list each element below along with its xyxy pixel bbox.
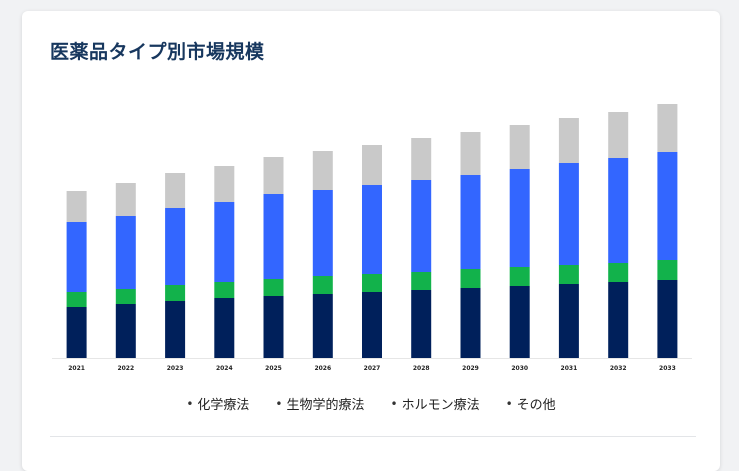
x-tick-label: 2033: [659, 365, 676, 372]
legend-label: 生物学的療法: [286, 398, 365, 413]
bar-segment-2027-4[interactable]: [362, 145, 382, 185]
x-tick-label: 2021: [68, 365, 85, 372]
x-tick-label: 2023: [167, 365, 184, 372]
bar-segment-2033-1[interactable]: [657, 280, 678, 358]
bar-segment-2026-2[interactable]: [312, 276, 333, 294]
bar-segment-2031-3[interactable]: [558, 163, 579, 265]
bar-segment-2021-2[interactable]: [66, 292, 87, 307]
x-tick-label: 2022: [117, 365, 134, 372]
stacked-bar-chart: 2021 2022 2023 2024 2025 2026 2027 2028 2029 2030…: [52, 104, 692, 372]
legend-bullet: •: [186, 396, 194, 411]
bar-segment-2028-3[interactable]: [411, 180, 432, 272]
bar-segment-2033-4[interactable]: [657, 104, 678, 152]
x-tick-label: 2032: [610, 365, 627, 372]
bar-segment-2024-3[interactable]: [214, 202, 235, 282]
bar-segment-2032-4[interactable]: [608, 112, 629, 158]
bar-segment-2025-2[interactable]: [263, 279, 284, 296]
x-tick-label: 2025: [265, 365, 282, 372]
bar-segment-2024-4[interactable]: [214, 166, 235, 202]
bar-segment-2021-4[interactable]: [66, 191, 87, 222]
bar-segment-2021-3[interactable]: [66, 222, 87, 292]
bar-segment-2021-1[interactable]: [66, 307, 87, 358]
bar-segment-2031-2[interactable]: [558, 265, 579, 284]
x-tick-label: 2024: [216, 365, 233, 372]
bar-segment-2029-3[interactable]: [460, 175, 481, 269]
bar-segment-2033-2[interactable]: [657, 260, 678, 280]
bar-segment-2027-3[interactable]: [362, 185, 382, 274]
chart-legend: • 化学療法 • 生物学的療法 • ホルモン療法 • その他: [22, 394, 720, 414]
bar-segment-2025-4[interactable]: [263, 157, 284, 194]
bar-segment-2032-3[interactable]: [608, 158, 629, 263]
bar-segment-2025-3[interactable]: [263, 194, 284, 279]
bar-segment-2030-2[interactable]: [509, 267, 530, 286]
x-tick-label: 2026: [314, 365, 331, 372]
bar-segment-2022-1[interactable]: [115, 304, 136, 358]
bar-segment-2032-2[interactable]: [608, 263, 629, 282]
x-tick-label: 2030: [511, 365, 528, 372]
bottom-divider: [50, 436, 696, 437]
bar-segment-2028-4[interactable]: [411, 138, 432, 180]
bar-segment-2026-1[interactable]: [312, 294, 333, 358]
bar-segment-2023-3[interactable]: [165, 208, 186, 285]
bar-segment-2028-2[interactable]: [411, 272, 432, 290]
legend-label: 化学療法: [197, 398, 250, 413]
bar-segment-2028-1[interactable]: [411, 290, 432, 358]
bar-segment-2033-3[interactable]: [657, 152, 678, 260]
legend-bullet: •: [390, 396, 398, 411]
legend-label: ホルモン療法: [401, 398, 480, 413]
legend-bullet: •: [505, 396, 513, 411]
bar-segment-2023-4[interactable]: [165, 173, 186, 208]
x-tick-label: 2028: [413, 365, 430, 372]
bar-segment-2024-1[interactable]: [214, 298, 235, 358]
bar-segment-2027-2[interactable]: [362, 274, 382, 292]
bar-segment-2029-2[interactable]: [460, 269, 481, 288]
bar-segment-2029-1[interactable]: [460, 288, 481, 358]
bar-segment-2025-1[interactable]: [263, 296, 284, 358]
chart-title: 医薬品タイプ別市場規模: [50, 41, 265, 63]
bar-segment-2029-4[interactable]: [460, 132, 481, 175]
legend-label: その他: [516, 398, 556, 413]
legend-bullet: •: [275, 396, 283, 411]
bar-segment-2023-1[interactable]: [165, 301, 186, 358]
x-tick-label: 2031: [561, 365, 578, 372]
x-tick-label: 2027: [364, 365, 381, 372]
legend-item-chemotherapy[interactable]: • 化学療法: [186, 394, 250, 414]
bar-segment-2031-4[interactable]: [558, 118, 579, 163]
bar-segment-2022-3[interactable]: [115, 216, 136, 289]
bar-segment-2027-1[interactable]: [362, 292, 382, 358]
bar-segment-2022-2[interactable]: [115, 289, 136, 304]
bar-segment-2026-4[interactable]: [312, 151, 333, 190]
bar-segment-2031-1[interactable]: [558, 284, 579, 358]
bar-segment-2024-2[interactable]: [214, 282, 235, 298]
x-tick-label: 2029: [462, 365, 479, 372]
bar-segment-2032-1[interactable]: [608, 282, 629, 358]
legend-item-biologic-therapy[interactable]: • 生物学的療法: [275, 394, 365, 414]
bar-segment-2030-3[interactable]: [509, 169, 530, 267]
legend-item-other[interactable]: • その他: [505, 394, 556, 414]
chart-card: 医薬品タイプ別市場規模 2021 2022 2023 2024 2025 2026 2027…: [22, 11, 720, 471]
bar-segment-2022-4[interactable]: [115, 183, 136, 216]
bar-segment-2030-4[interactable]: [509, 125, 530, 169]
bar-segment-2023-2[interactable]: [165, 285, 186, 301]
bar-segment-2030-1[interactable]: [509, 286, 530, 358]
legend-item-hormone-therapy[interactable]: • ホルモン療法: [390, 394, 480, 414]
bar-segment-2026-3[interactable]: [312, 190, 333, 276]
